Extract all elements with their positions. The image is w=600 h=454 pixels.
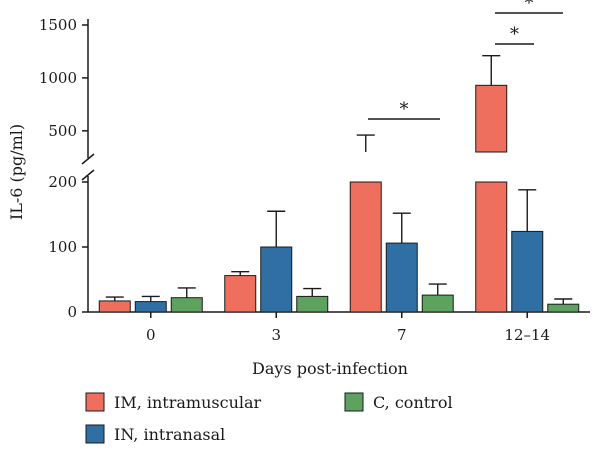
bar — [260, 246, 293, 313]
bars — [98, 84, 580, 313]
legend-swatch — [344, 392, 364, 412]
legend: IM, intramuscular IN, intranasal C, contro… — [85, 392, 453, 444]
bar — [349, 181, 382, 313]
bar-upper-segment — [475, 84, 508, 153]
y-tick-label: 1000 — [39, 69, 77, 87]
significance-markers: * * * — [368, 0, 563, 120]
bar — [170, 297, 203, 313]
significance-label: * — [400, 99, 409, 120]
bar — [296, 295, 329, 313]
bar-break-gap — [349, 153, 383, 181]
axes: 0 100 200 500 1000 1500 0 3 7 12–14 — [39, 16, 590, 344]
bar — [421, 294, 454, 313]
x-tick-label: 0 — [146, 326, 156, 344]
legend-label: IM, intramuscular — [114, 393, 262, 412]
x-tick-label: 12–14 — [504, 326, 550, 344]
bar-break-gap — [474, 153, 508, 181]
legend-swatch — [85, 424, 105, 444]
bar — [385, 242, 418, 313]
bar — [134, 301, 167, 313]
bar — [475, 181, 508, 313]
axis-break-mark — [81, 153, 95, 165]
x-tick-label: 3 — [271, 326, 281, 344]
axis-break-mark — [81, 169, 95, 181]
y-tick-label: 200 — [48, 173, 77, 191]
bar — [547, 303, 580, 313]
error-bars — [105, 54, 573, 305]
significance-label: * — [525, 0, 534, 14]
y-tick-label: 0 — [67, 303, 77, 321]
x-tick-label: 7 — [397, 326, 407, 344]
y-tick-label: 100 — [48, 238, 77, 256]
legend-label: IN, intranasal — [114, 425, 225, 444]
bar — [98, 300, 131, 313]
legend-swatch — [85, 392, 105, 412]
bar — [224, 275, 257, 313]
legend-label: C, control — [373, 393, 453, 412]
x-axis-title: Days post-infection — [252, 359, 408, 378]
y-tick-label: 1500 — [39, 16, 77, 34]
significance-label: * — [510, 24, 519, 45]
y-tick-label: 500 — [48, 122, 77, 140]
y-axis-title: IL-6 (pg/ml) — [7, 124, 26, 220]
bar — [511, 230, 544, 313]
